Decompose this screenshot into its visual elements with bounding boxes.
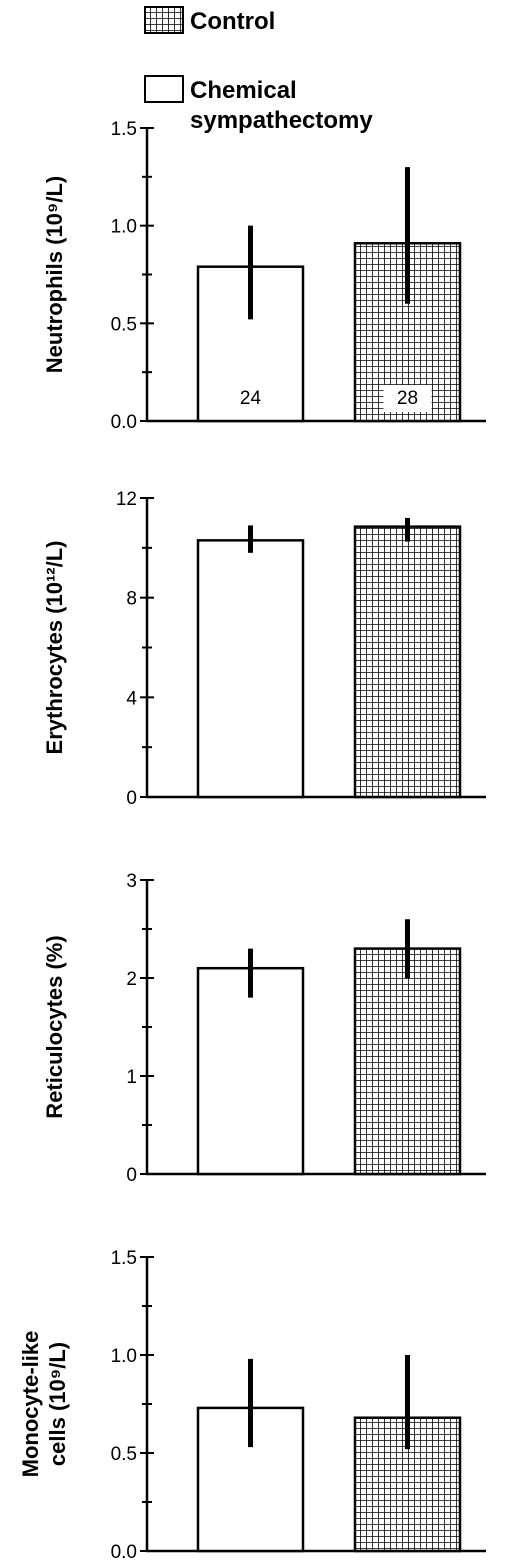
legend: Control Chemical sympathectomy bbox=[144, 6, 373, 134]
y-axis-label-line: Reticulocytes (%) bbox=[42, 935, 67, 1118]
legend-label-chemical-sympathectomy: Chemical sympathectomy bbox=[190, 77, 373, 134]
y-tick-label: 0 bbox=[126, 1165, 137, 1186]
y-tick-label: 0.5 bbox=[111, 314, 137, 335]
chart-panel-2: 0 4 8 12 Erythrocytes (10¹²/L) bbox=[42, 489, 486, 809]
y-tick-label: 1.0 bbox=[111, 1346, 137, 1367]
n-label-box bbox=[383, 385, 432, 412]
y-tick-label: 0 bbox=[126, 788, 137, 809]
bar-chemical-sympathectomy bbox=[196, 539, 305, 799]
y-tick-label: 4 bbox=[126, 688, 137, 709]
y-tick-label: 1.5 bbox=[111, 1248, 137, 1269]
y-axis-label-line: Neutrophils (10⁹/L) bbox=[42, 176, 67, 373]
legend-item-chemical-sympathectomy: Chemical sympathectomy bbox=[144, 75, 373, 134]
y-axis-label: Monocyte-likecells (10⁹/L) bbox=[18, 1331, 70, 1478]
y-axis-label-line: Monocyte-like bbox=[18, 1331, 43, 1478]
legend-label-control: Control bbox=[190, 8, 275, 35]
y-tick-label: 1 bbox=[126, 1067, 137, 1088]
y-tick-label: 1.0 bbox=[111, 217, 137, 238]
y-tick-label: 0.5 bbox=[111, 1444, 137, 1465]
bar-control bbox=[353, 947, 462, 1176]
y-tick-label: 12 bbox=[116, 489, 137, 510]
y-tick-label: 3 bbox=[126, 871, 137, 892]
legend-item-control: Control bbox=[144, 6, 275, 35]
bar-control bbox=[353, 525, 462, 799]
y-tick-label: 0.0 bbox=[111, 412, 137, 433]
legend-label-line: sympathectomy bbox=[190, 107, 373, 134]
y-tick-label: 1.5 bbox=[111, 119, 137, 140]
y-axis-label: Reticulocytes (%) bbox=[42, 935, 67, 1118]
chart-panel-1: 0.0 0.5 1.0 1.5 Neutrophils (10⁹/L) 24 28 bbox=[42, 119, 486, 433]
y-tick-label: 2 bbox=[126, 969, 137, 990]
y-axis-label: Neutrophils (10⁹/L) bbox=[42, 176, 67, 373]
y-axis-label-line: Erythrocytes (10¹²/L) bbox=[42, 541, 67, 755]
y-axis-label-line: cells (10⁹/L) bbox=[45, 1342, 70, 1466]
y-tick-label: 8 bbox=[126, 589, 137, 610]
bar-chemical-sympathectomy bbox=[196, 966, 305, 1176]
y-tick-label: 0.0 bbox=[111, 1542, 137, 1563]
chart-panel-3: 0 1 2 3 Reticulocytes (%) bbox=[42, 871, 486, 1186]
legend-swatch-grid bbox=[144, 6, 184, 34]
n-label: 28 bbox=[397, 388, 418, 409]
legend-swatch-open bbox=[144, 75, 184, 103]
n-label: 24 bbox=[240, 388, 262, 409]
chart-panel-4: 0.0 0.5 1.0 1.5 Monocyte-likecells (10⁹/L) bbox=[18, 1248, 486, 1563]
legend-label-line: Chemical bbox=[190, 77, 297, 104]
y-axis-label: Erythrocytes (10¹²/L) bbox=[42, 541, 67, 755]
